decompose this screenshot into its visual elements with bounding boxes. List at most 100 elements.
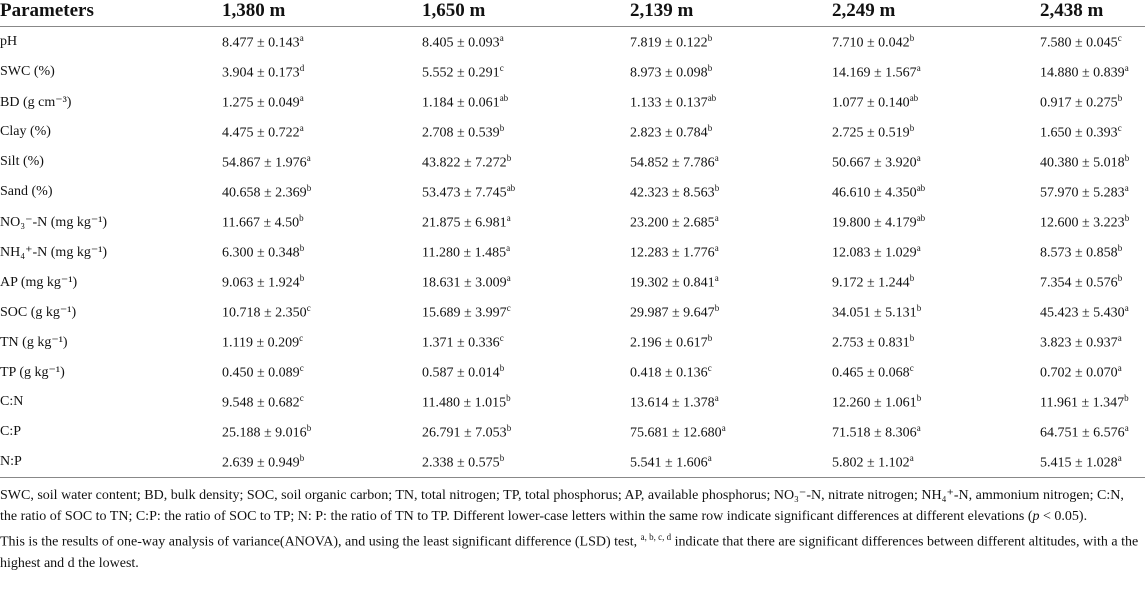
cell-value: 50.667 ± 3.920 bbox=[832, 155, 917, 171]
table-row: C:N 9.548 ± 0.682c 11.480 ± 1.015b 13.614 ±… bbox=[0, 387, 1145, 417]
cell-value: 57.970 ± 5.283 bbox=[1040, 185, 1125, 201]
table-row: SWC (%) 3.904 ± 0.173d 5.552 ± 0.291c 8.973… bbox=[0, 57, 1145, 87]
cell-value: 7.354 ± 0.576 bbox=[1040, 275, 1118, 291]
table-row: BD (g cm⁻³) 1.275 ± 0.049a 1.184 ± 0.061ab… bbox=[0, 87, 1145, 117]
cell-value: 0.465 ± 0.068 bbox=[832, 365, 910, 381]
cell-value: 1.371 ± 0.336 bbox=[422, 335, 500, 351]
significance-letter: c bbox=[707, 362, 712, 373]
parameter-label: BD (g cm⁻³) bbox=[0, 94, 72, 110]
cell: 25.188 ± 9.016b bbox=[222, 417, 422, 447]
cell: 11.667 ± 4.50b bbox=[222, 207, 422, 237]
column-header: 2,249 m bbox=[832, 0, 1040, 27]
cell-value: 54.867 ± 1.976 bbox=[222, 155, 307, 171]
table-row: TN (g kg⁻¹) 1.119 ± 0.209c 1.371 ± 0.336c 2… bbox=[0, 327, 1145, 357]
parameter-label: SWC (%) bbox=[0, 64, 55, 79]
cell-value: 5.541 ± 1.606 bbox=[630, 455, 708, 471]
significance-letter: b bbox=[506, 152, 512, 163]
column-header: 2,139 m bbox=[630, 0, 832, 27]
cell-value: 13.614 ± 1.378 bbox=[630, 395, 715, 411]
significance-letter: ab bbox=[499, 92, 509, 103]
cell: 0.702 ± 0.070a bbox=[1040, 357, 1145, 387]
table-row: C:P 25.188 ± 9.016b 26.791 ± 7.053b 75.681 … bbox=[0, 417, 1145, 447]
significance-letter: a bbox=[1117, 362, 1122, 373]
parameter-label: Sand (%) bbox=[0, 184, 53, 199]
cell-value: 2.338 ± 0.575 bbox=[422, 455, 500, 471]
significance-letter: a bbox=[909, 452, 914, 463]
cell: 9.063 ± 1.924b bbox=[222, 267, 422, 297]
cell-value: 7.580 ± 0.045 bbox=[1040, 35, 1118, 51]
cell-value: 15.689 ± 3.997 bbox=[422, 305, 507, 321]
cell-value: 21.875 ± 6.981 bbox=[422, 215, 507, 231]
significance-letter: c bbox=[499, 332, 504, 343]
data-table: Parameters 1,380 m 1,650 m 2,139 m 2,249 m 2,… bbox=[0, 0, 1145, 478]
column-header: 1,380 m bbox=[222, 0, 422, 27]
significance-letter: c bbox=[306, 302, 311, 313]
significance-letter: b bbox=[1117, 272, 1123, 283]
significance-letter: a bbox=[499, 32, 504, 43]
significance-letter: b bbox=[909, 272, 915, 283]
footnote: SWC, soil water content; BD, bulk densit… bbox=[0, 485, 1140, 527]
significance-letter: b bbox=[1124, 212, 1130, 223]
cell: 12.083 ± 1.029a bbox=[832, 237, 1040, 267]
cell-value: 3.823 ± 0.937 bbox=[1040, 335, 1118, 351]
cell-value: 10.718 ± 2.350 bbox=[222, 305, 307, 321]
significance-letter: a bbox=[1124, 182, 1129, 193]
cell-value: 12.600 ± 3.223 bbox=[1040, 215, 1125, 231]
significance-letter: c bbox=[299, 392, 304, 403]
cell-value: 75.681 ± 12.680 bbox=[630, 425, 722, 441]
significance-letter: c bbox=[506, 302, 511, 313]
cell-value: 3.904 ± 0.173 bbox=[222, 65, 300, 81]
cell-value: 5.802 ± 1.102 bbox=[832, 455, 910, 471]
significance-letter: b bbox=[916, 302, 922, 313]
cell-value: 8.477 ± 0.143 bbox=[222, 35, 300, 51]
cell-value: 34.051 ± 5.131 bbox=[832, 305, 917, 321]
significance-letter: a bbox=[714, 272, 719, 283]
cell: 5.415 ± 1.028a bbox=[1040, 447, 1145, 478]
cell: 26.791 ± 7.053b bbox=[422, 417, 630, 447]
cell-value: 5.552 ± 0.291 bbox=[422, 65, 500, 81]
cell: 11.280 ± 1.485a bbox=[422, 237, 630, 267]
cell-value: 26.791 ± 7.053 bbox=[422, 425, 507, 441]
cell-value: 45.423 ± 5.430 bbox=[1040, 305, 1125, 321]
cell: 57.970 ± 5.283a bbox=[1040, 177, 1145, 207]
cell-value: 46.610 ± 4.350 bbox=[832, 185, 917, 201]
significance-letter: ab bbox=[707, 92, 717, 103]
cell-value: 71.518 ± 8.306 bbox=[832, 425, 917, 441]
cell-value: 12.283 ± 1.776 bbox=[630, 245, 715, 261]
cell: 10.718 ± 2.350c bbox=[222, 297, 422, 327]
cell-value: 1.077 ± 0.140 bbox=[832, 95, 910, 111]
significance-letter: a bbox=[916, 242, 921, 253]
cell: 2.823 ± 0.784b bbox=[630, 117, 832, 147]
cell: 75.681 ± 12.680a bbox=[630, 417, 832, 447]
significance-letter: ab bbox=[916, 182, 926, 193]
significance-letter: b bbox=[1117, 242, 1123, 253]
table-row: AP (mg kg⁻¹) 9.063 ± 1.924b 18.631 ± 3.009… bbox=[0, 267, 1145, 297]
cell: 7.354 ± 0.576b bbox=[1040, 267, 1145, 297]
cell: 0.418 ± 0.136c bbox=[630, 357, 832, 387]
cell-value: 64.751 ± 6.576 bbox=[1040, 425, 1125, 441]
cell: 54.867 ± 1.976a bbox=[222, 147, 422, 177]
cell-value: 29.987 ± 9.647 bbox=[630, 305, 715, 321]
cell: 54.852 ± 7.786a bbox=[630, 147, 832, 177]
cell: 45.423 ± 5.430a bbox=[1040, 297, 1145, 327]
cell: 64.751 ± 6.576a bbox=[1040, 417, 1145, 447]
table-row: Sand (%) 40.658 ± 2.369b 53.473 ± 7.745ab 4… bbox=[0, 177, 1145, 207]
cell-value: 5.415 ± 1.028 bbox=[1040, 455, 1118, 471]
cell: 8.405 ± 0.093a bbox=[422, 27, 630, 58]
cell-value: 11.480 ± 1.015 bbox=[422, 395, 507, 411]
cell: 9.172 ± 1.244b bbox=[832, 267, 1040, 297]
cell-value: 14.169 ± 1.567 bbox=[832, 65, 917, 81]
significance-letter: c bbox=[1117, 32, 1122, 43]
cell: 0.917 ± 0.275b bbox=[1040, 87, 1145, 117]
significance-letter: b bbox=[499, 452, 505, 463]
significance-letter: a bbox=[916, 152, 921, 163]
significance-letter: b bbox=[506, 392, 511, 403]
cell-value: 12.260 ± 1.061 bbox=[832, 395, 917, 411]
significance-letter: b bbox=[299, 212, 304, 223]
significance-letter: a bbox=[506, 272, 511, 283]
significance-letter: b bbox=[909, 122, 915, 133]
parameter-label: N:P bbox=[0, 447, 222, 478]
cell-value: 18.631 ± 3.009 bbox=[422, 275, 507, 291]
significance-letter: b bbox=[916, 392, 922, 403]
